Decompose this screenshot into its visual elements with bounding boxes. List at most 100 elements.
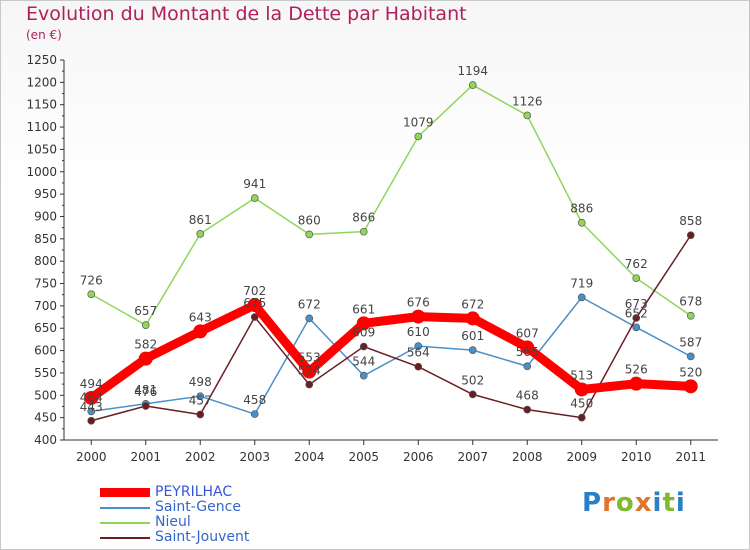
data-point-saint-gence bbox=[250, 410, 259, 418]
data-point-nieul bbox=[577, 218, 586, 227]
data-point-nieul bbox=[468, 81, 477, 89]
data-label-peyrilhac: 494 bbox=[80, 377, 103, 391]
y-tick-label: 1250 bbox=[26, 53, 57, 67]
series-line-peyrilhac bbox=[86, 300, 696, 403]
data-label-nieul: 1194 bbox=[457, 64, 488, 78]
y-tick-label: 600 bbox=[34, 344, 57, 358]
y-tick-label: 550 bbox=[34, 366, 57, 380]
x-tick-label: 2000 bbox=[76, 450, 107, 464]
data-point-peyrilhac bbox=[138, 351, 153, 366]
logo-letter: o bbox=[615, 488, 635, 518]
data-label-saint-jouvent: 443 bbox=[80, 400, 103, 414]
data-label-peyrilhac: 676 bbox=[407, 296, 430, 310]
data-point-saint-jouvent bbox=[305, 380, 314, 389]
legend-swatch bbox=[100, 521, 150, 524]
data-label-peyrilhac: 643 bbox=[189, 310, 212, 324]
data-label-saint-jouvent: 673 bbox=[625, 297, 648, 311]
data-point-nieul bbox=[196, 230, 205, 238]
data-point-saint-jouvent bbox=[686, 231, 695, 240]
data-label-nieul: 860 bbox=[298, 213, 321, 227]
data-label-saint-jouvent: 609 bbox=[352, 326, 375, 340]
legend-item-peyrilhac: PEYRILHAC bbox=[100, 485, 360, 500]
data-label-nieul: 1079 bbox=[403, 115, 434, 129]
data-point-peyrilhac bbox=[302, 364, 317, 379]
data-point-saint-gence bbox=[632, 323, 641, 332]
data-label-nieul: 726 bbox=[80, 273, 103, 287]
x-tick-label: 2005 bbox=[348, 450, 379, 464]
series-line-saint-gence bbox=[90, 296, 692, 415]
data-point-peyrilhac bbox=[574, 382, 589, 397]
data-label-nieul: 866 bbox=[352, 211, 375, 225]
legend-swatch bbox=[100, 488, 150, 497]
data-point-saint-gence bbox=[468, 346, 477, 354]
x-tick-label: 2006 bbox=[403, 450, 434, 464]
data-point-nieul bbox=[523, 111, 532, 120]
data-point-saint-jouvent bbox=[359, 342, 368, 351]
data-label-saint-gence: 544 bbox=[352, 355, 375, 369]
x-tick-label: 2011 bbox=[675, 450, 706, 464]
logo-letter: i bbox=[675, 488, 686, 518]
data-label-saint-jouvent: 502 bbox=[461, 373, 484, 387]
y-tick-label: 750 bbox=[34, 277, 57, 291]
y-tick-label: 900 bbox=[34, 209, 57, 223]
data-point-saint-jouvent bbox=[414, 362, 423, 371]
data-label-peyrilhac: 672 bbox=[461, 297, 484, 311]
y-tick-label: 1050 bbox=[26, 142, 57, 156]
x-tick-label: 2003 bbox=[239, 450, 270, 464]
data-point-saint-jouvent bbox=[141, 402, 150, 410]
data-point-peyrilhac bbox=[411, 309, 426, 324]
data-label-saint-gence: 672 bbox=[298, 297, 321, 311]
data-point-peyrilhac bbox=[629, 376, 644, 391]
logo-letter: t bbox=[662, 488, 676, 518]
data-label-saint-gence: 464 bbox=[80, 390, 103, 404]
data-label-saint-jouvent: 675 bbox=[243, 296, 266, 310]
y-tick-label: 450 bbox=[34, 411, 57, 425]
x-tick-label: 2009 bbox=[566, 450, 597, 464]
data-point-saint-gence bbox=[523, 362, 532, 371]
data-label-saint-jouvent: 476 bbox=[134, 385, 157, 399]
data-label-saint-gence: 610 bbox=[407, 325, 430, 339]
x-tick-label: 2004 bbox=[294, 450, 325, 464]
data-point-saint-gence bbox=[577, 293, 586, 302]
data-point-saint-gence bbox=[359, 371, 368, 380]
data-point-peyrilhac bbox=[465, 311, 480, 326]
y-tick-label: 1000 bbox=[26, 165, 57, 179]
logo-letter: x bbox=[634, 488, 653, 518]
data-point-nieul bbox=[686, 311, 695, 320]
data-point-nieul bbox=[414, 132, 423, 141]
data-label-nieul: 886 bbox=[570, 202, 593, 216]
legend-label: Nieul bbox=[155, 514, 191, 530]
y-tick-label: 650 bbox=[34, 321, 57, 335]
x-tick-label: 2002 bbox=[185, 450, 216, 464]
data-label-saint-gence: 565 bbox=[516, 345, 539, 359]
data-label-peyrilhac: 661 bbox=[352, 302, 375, 316]
legend-item-nieul: Nieul bbox=[100, 515, 360, 530]
legend-item-saint-jouvent: Saint-Jouvent bbox=[100, 530, 360, 545]
data-point-nieul bbox=[305, 230, 314, 239]
data-label-nieul: 1126 bbox=[512, 94, 543, 108]
data-point-peyrilhac bbox=[193, 324, 208, 339]
data-label-peyrilhac: 582 bbox=[134, 338, 157, 352]
data-label-saint-gence: 458 bbox=[243, 393, 266, 407]
data-point-saint-gence bbox=[414, 342, 423, 350]
data-label-nieul: 657 bbox=[134, 304, 157, 318]
chart-title: Evolution du Montant de la Dette par Hab… bbox=[26, 3, 467, 25]
legend-label: Saint-Jouvent bbox=[155, 529, 250, 545]
y-tick-label: 950 bbox=[34, 187, 57, 201]
data-label-saint-gence: 498 bbox=[189, 375, 212, 389]
y-tick-label: 1200 bbox=[26, 75, 57, 89]
data-label-saint-jouvent: 468 bbox=[516, 389, 539, 403]
data-point-peyrilhac bbox=[356, 316, 371, 331]
data-point-saint-jouvent bbox=[87, 416, 96, 425]
data-label-peyrilhac: 702 bbox=[243, 284, 266, 298]
data-point-nieul bbox=[359, 227, 368, 236]
x-tick-label: 2008 bbox=[512, 450, 543, 464]
data-label-peyrilhac: 607 bbox=[516, 326, 539, 340]
data-label-nieul: 762 bbox=[625, 257, 648, 271]
x-tick-label: 2001 bbox=[130, 450, 161, 464]
data-point-saint-gence bbox=[305, 314, 314, 323]
legend-label: Saint-Gence bbox=[155, 499, 241, 515]
series-line-nieul bbox=[90, 84, 692, 326]
data-point-peyrilhac bbox=[247, 297, 262, 312]
